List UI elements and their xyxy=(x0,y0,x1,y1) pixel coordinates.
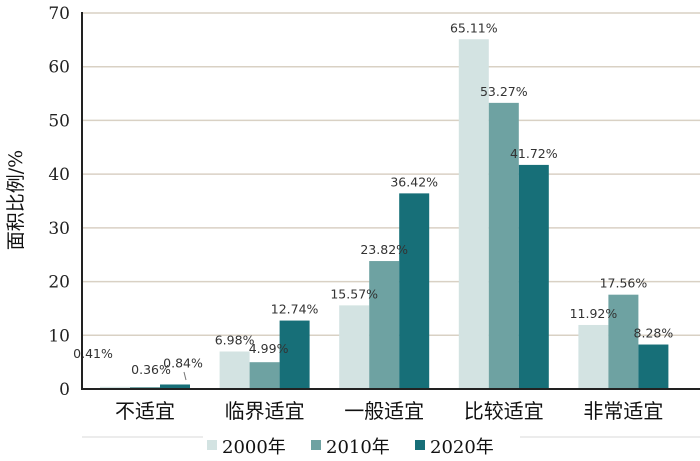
x-tick-label: 临界适宜 xyxy=(225,399,305,423)
bar xyxy=(369,261,400,389)
data-label: 6.98% xyxy=(215,333,255,348)
data-label: 4.99% xyxy=(249,341,289,356)
gridlines xyxy=(82,12,700,337)
bar xyxy=(100,386,130,389)
bar xyxy=(339,305,370,389)
legend-swatch xyxy=(311,440,321,450)
x-tick-label: 不适宜 xyxy=(115,399,175,423)
legend-swatch xyxy=(415,440,425,450)
y-tick-label: 40 xyxy=(48,165,70,185)
y-tick-labels: 0 10 20 30 40 50 60 70 xyxy=(48,4,70,400)
bar xyxy=(578,324,609,389)
data-label: 0.84% xyxy=(163,355,203,370)
y-tick-label: 60 xyxy=(48,58,70,78)
data-label: 0.36% xyxy=(131,362,171,377)
data-label: 15.57% xyxy=(330,286,378,301)
bar xyxy=(279,320,310,389)
x-tick-label: 一般适宜 xyxy=(344,399,424,423)
bar xyxy=(249,362,280,389)
data-label: 17.56% xyxy=(600,276,648,291)
data-label: 12.74% xyxy=(271,302,319,317)
y-tick-label: 50 xyxy=(48,111,70,131)
bar xyxy=(458,39,489,389)
y-tick-label: 70 xyxy=(48,4,70,24)
x-tick-labels: 不适宜 临界适宜 一般适宜 比较适宜 非常适宜 xyxy=(115,399,663,423)
data-labels: 0.41% 0.36%0.84% 6.98%4.99% 12.74% 15.57% 23.… xyxy=(73,20,674,381)
legend-label: 2020年 xyxy=(430,437,494,458)
data-label: 53.27% xyxy=(480,84,528,99)
leader-line xyxy=(183,371,187,381)
legend: 2000年 2010年 2020年 xyxy=(207,437,494,458)
y-tick-label: 10 xyxy=(48,326,70,346)
bar xyxy=(160,384,190,389)
data-label: 11.92% xyxy=(570,306,618,321)
bar xyxy=(219,351,250,389)
x-tick-label: 非常适宜 xyxy=(583,399,663,423)
data-label: 0.41% xyxy=(73,346,113,361)
bar xyxy=(638,344,669,389)
y-axis-label: 面积比例/% xyxy=(5,150,27,250)
data-label: 65.11% xyxy=(450,20,498,35)
legend-swatch xyxy=(207,440,217,450)
legend-label: 2000年 xyxy=(222,437,286,458)
legend-label: 2010年 xyxy=(326,437,390,458)
data-label: 41.72% xyxy=(510,146,558,161)
data-label: 36.42% xyxy=(390,174,438,189)
data-label: 23.82% xyxy=(360,242,408,257)
y-tick-label: 20 xyxy=(48,273,70,293)
y-tick-label: 30 xyxy=(48,219,70,239)
y-tick-label: 0 xyxy=(59,380,70,400)
x-tick-label: 比较适宜 xyxy=(464,399,544,423)
data-label: 8.28% xyxy=(634,326,674,341)
bar xyxy=(488,102,519,389)
bars xyxy=(100,39,669,389)
bar xyxy=(399,193,430,389)
bar xyxy=(608,294,639,389)
bar xyxy=(518,164,549,389)
